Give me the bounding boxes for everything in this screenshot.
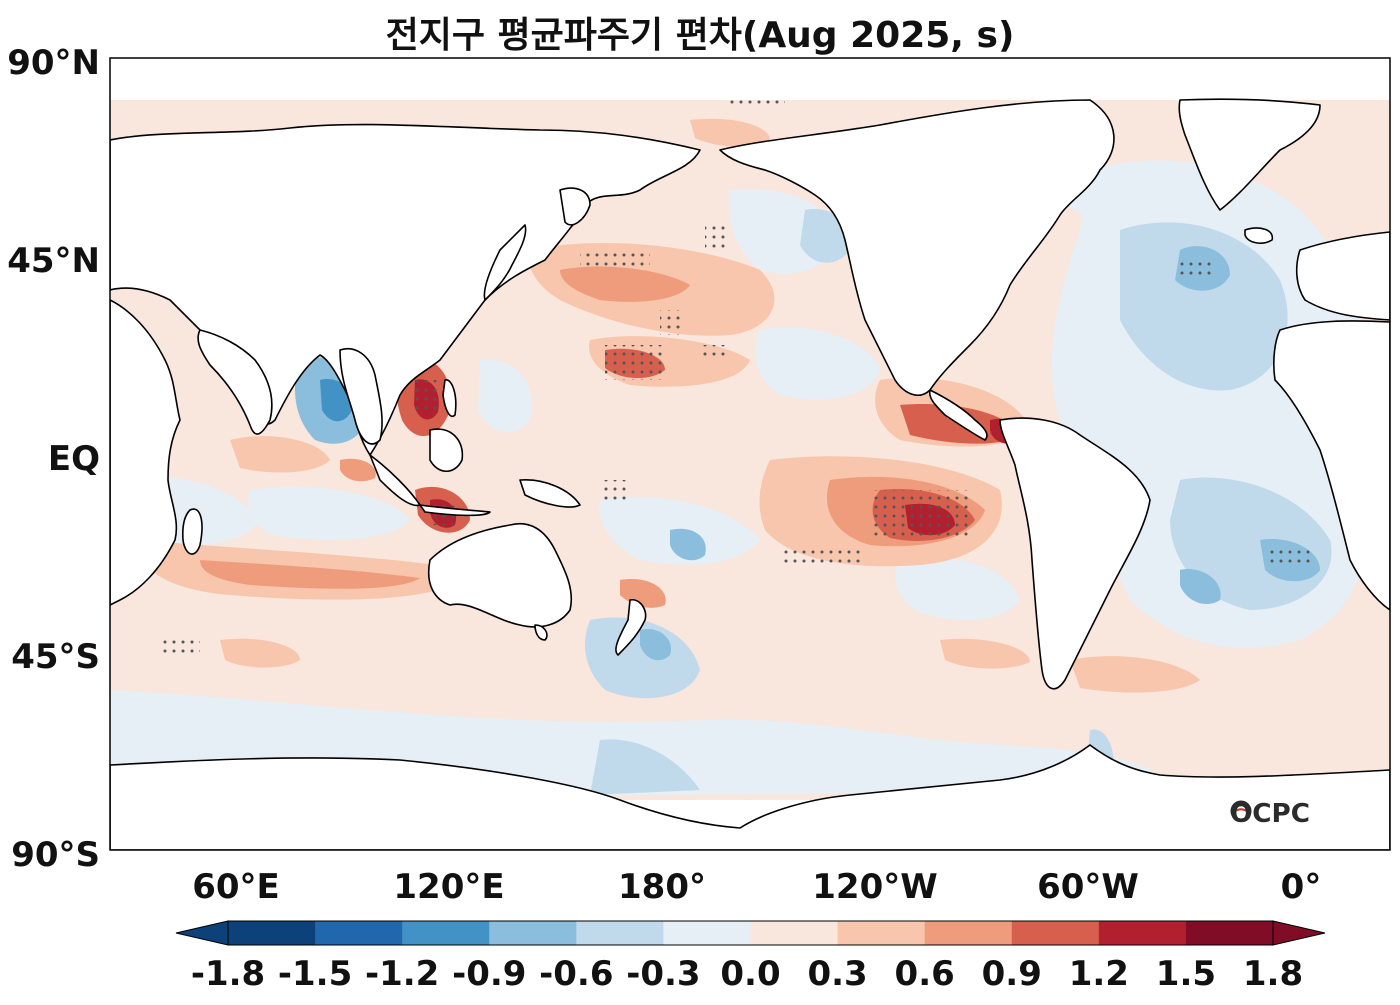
map-frame bbox=[109, 57, 1391, 851]
colorbar-bin bbox=[402, 921, 490, 945]
new-zealand bbox=[615, 599, 647, 656]
colorbar-bin bbox=[663, 921, 751, 945]
colorbar-tick-label: 0.6 bbox=[895, 954, 955, 994]
colorbar-tick-label: -0.9 bbox=[452, 954, 526, 994]
india-landmass bbox=[197, 329, 273, 435]
colorbar-tick-label: -1.8 bbox=[191, 954, 265, 994]
colorbar-bin bbox=[489, 921, 577, 945]
colorbar-tick-label: 0.9 bbox=[982, 954, 1042, 994]
colorbar-bin bbox=[228, 921, 316, 945]
central-america bbox=[928, 389, 988, 441]
colorbar-bin bbox=[576, 921, 664, 945]
lon-tick-120w: 120°W bbox=[812, 867, 937, 907]
colorbar-bin bbox=[1011, 921, 1100, 945]
colorbar-bin bbox=[750, 921, 839, 945]
kamchatka bbox=[559, 187, 591, 226]
lon-tick-60w: 60°W bbox=[1037, 867, 1139, 907]
lon-tick-120e: 120°E bbox=[393, 867, 504, 907]
iceland bbox=[1244, 227, 1274, 244]
north-america-landmass bbox=[719, 99, 1115, 396]
tasmania bbox=[534, 624, 548, 641]
colorbar-frame bbox=[227, 920, 1274, 946]
africa-landmass bbox=[110, 299, 181, 606]
japan bbox=[483, 224, 527, 301]
indochina bbox=[339, 348, 383, 445]
lon-tick-180: 180° bbox=[618, 867, 706, 907]
significance-stippling bbox=[160, 100, 1315, 658]
logo-text: OCPC bbox=[1230, 799, 1310, 829]
lon-tick-0: 0° bbox=[1281, 867, 1322, 907]
lat-tick-90s: 90°S bbox=[11, 835, 100, 875]
new-guinea bbox=[519, 479, 581, 508]
colorbar-tick-label: -1.5 bbox=[278, 954, 352, 994]
colorbar-tick-label: -0.6 bbox=[539, 954, 613, 994]
lat-tick-eq: EQ bbox=[48, 439, 100, 479]
lat-tick-90n: 90°N bbox=[7, 43, 100, 83]
colorbar-tick-label: 1.5 bbox=[1156, 954, 1216, 994]
land-masses bbox=[110, 98, 1390, 850]
colorbar-bin bbox=[924, 921, 1013, 945]
colorbar-tick-label: 0.0 bbox=[720, 954, 780, 994]
colorbar-extend-high bbox=[1272, 920, 1326, 946]
colorbar-tick-label: 1.8 bbox=[1243, 954, 1303, 994]
colorbar-bin bbox=[1098, 921, 1187, 945]
lon-axis: 60°E 120°E 180° 120°W 60°W 0° bbox=[192, 867, 1321, 907]
colorbar-tick-label: -0.3 bbox=[626, 954, 700, 994]
map-title: 전지구 평균파주기 편차(Aug 2025, s) bbox=[385, 15, 1015, 56]
australia-landmass bbox=[428, 523, 573, 628]
madagascar bbox=[182, 508, 203, 555]
greenland bbox=[1178, 98, 1321, 211]
ocpc-logo: OCPC bbox=[1230, 799, 1310, 829]
java bbox=[419, 504, 491, 517]
africa-west-edge bbox=[1273, 320, 1390, 611]
colorbar: -1.8 -1.5 -1.2 -0.9 -0.6 -0.3 0.0 0.3 0.6 0.9 1.2 1… bbox=[175, 920, 1326, 994]
colorbar-tick-label: 1.2 bbox=[1069, 954, 1129, 994]
europe-edge bbox=[1295, 231, 1390, 321]
antarctica bbox=[110, 744, 1390, 850]
colorbar-bin bbox=[315, 921, 403, 945]
colorbar-bin bbox=[837, 921, 926, 945]
philippines bbox=[442, 379, 457, 417]
colorbar-tick-label: -1.2 bbox=[365, 954, 439, 994]
colorbar-tick-label: 0.3 bbox=[807, 954, 867, 994]
lon-tick-60e: 60°E bbox=[192, 867, 280, 907]
south-america-landmass bbox=[999, 417, 1151, 690]
colorbar-bin bbox=[1185, 921, 1274, 945]
lat-tick-45s: 45°S bbox=[11, 637, 100, 677]
colorbar-extend-low bbox=[175, 920, 229, 946]
lat-tick-45n: 45°N bbox=[7, 241, 100, 281]
borneo bbox=[429, 428, 464, 473]
lat-axis: 90°N 45°N EQ 45°S 90°S bbox=[7, 43, 100, 875]
